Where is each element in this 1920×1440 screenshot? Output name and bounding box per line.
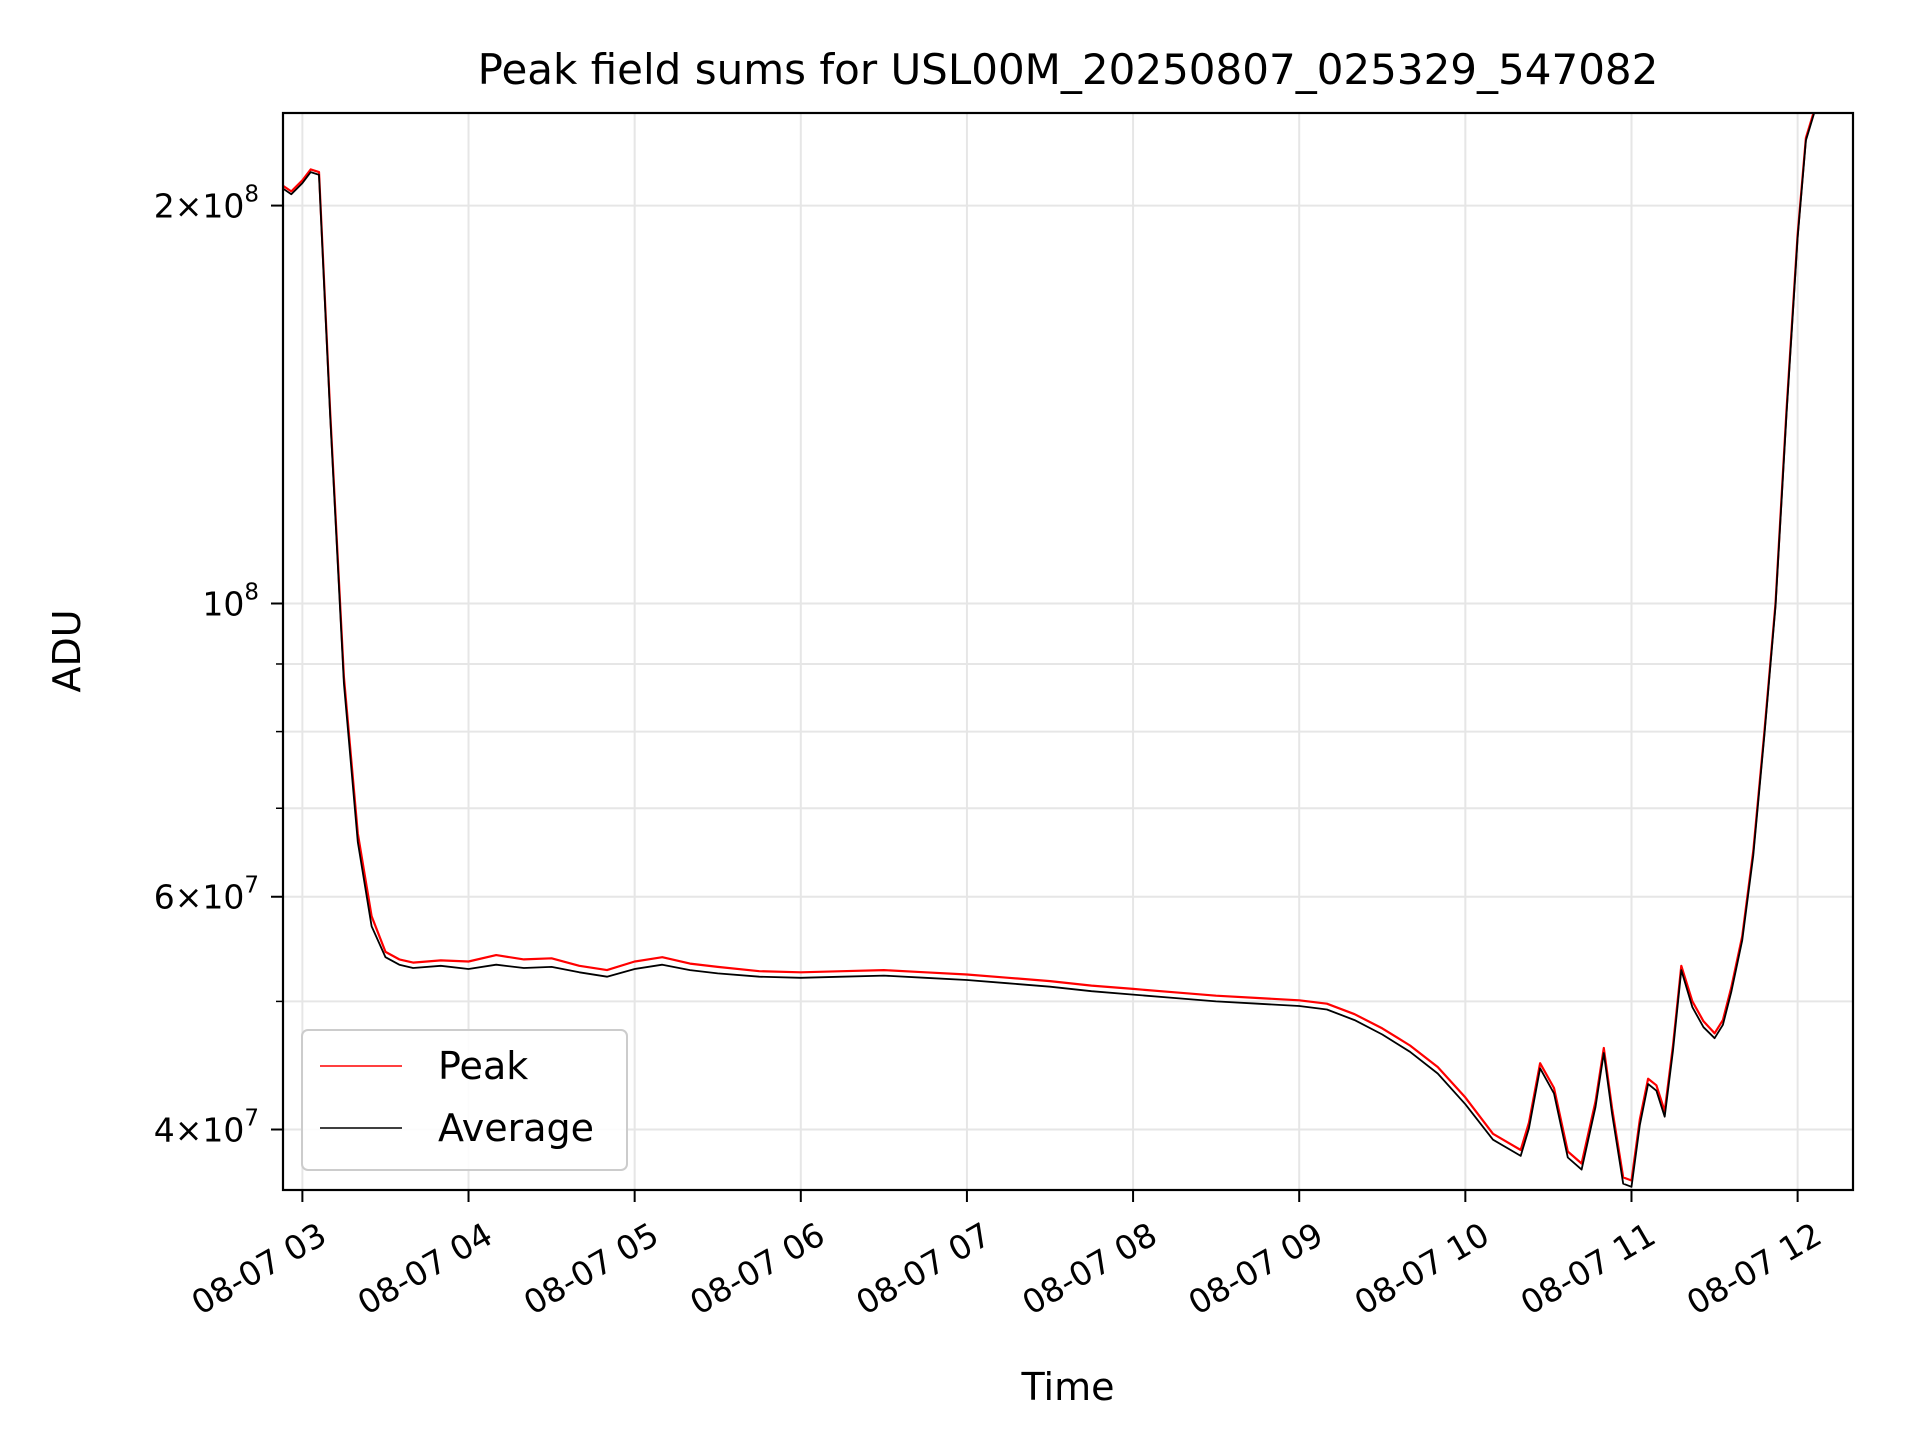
y-axis: 4×107 6×107 108 2×108 [154, 182, 283, 1150]
series-layer [283, 113, 1817, 1188]
chart-title: Peak field sums for USL00M_20250807_0253… [478, 45, 1659, 94]
y-tick-label: 6×107 [154, 873, 259, 917]
y-tick-label: 108 [202, 579, 259, 623]
legend-label-peak: Peak [438, 1044, 528, 1088]
y-tick-label: 2×108 [154, 182, 259, 226]
legend-label-average: Average [438, 1106, 594, 1150]
grid [283, 113, 1853, 1190]
series-line-peak [283, 113, 1815, 1182]
y-axis-label: ADU [45, 609, 89, 692]
series-line-average [283, 113, 1817, 1188]
plot-frame [281, 111, 1855, 1192]
y-tick-label: 4×107 [154, 1106, 259, 1150]
legend: Peak Average [301, 1029, 628, 1171]
legend-box [301, 1029, 628, 1171]
x-axis-label: Time [1021, 1365, 1115, 1409]
